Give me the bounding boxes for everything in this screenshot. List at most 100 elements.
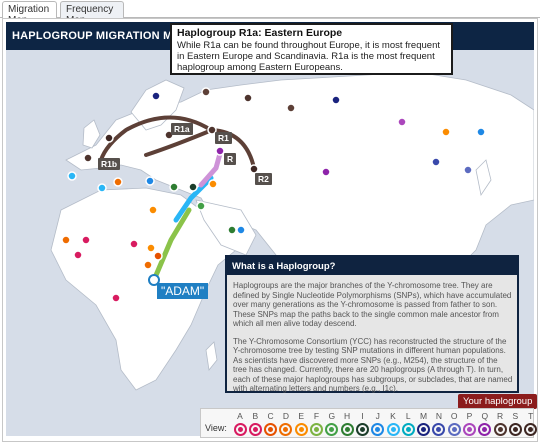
legend-letter: M	[420, 411, 428, 421]
tab-frequency-map[interactable]: Frequency Map	[60, 1, 124, 26]
scandinavia-landmass	[130, 79, 185, 131]
legend-letter: Q	[481, 411, 489, 421]
map-marker	[129, 239, 139, 249]
legend-toggle[interactable]	[233, 423, 247, 436]
legend-item-i[interactable]: I	[355, 411, 369, 436]
legend-toggle[interactable]	[248, 423, 262, 436]
map-marker	[81, 235, 91, 245]
callout-body: While R1a can be found throughout Europe…	[177, 40, 440, 73]
legend-item-r[interactable]: R	[493, 411, 507, 436]
map-marker	[145, 176, 155, 186]
legend-toggle[interactable]	[508, 423, 522, 436]
route-line	[210, 128, 256, 170]
madagascar-landmass	[205, 341, 218, 371]
japan-landmass	[475, 159, 492, 197]
route-line	[151, 207, 192, 283]
map-marker	[331, 95, 341, 105]
legend-toggle[interactable]	[524, 423, 538, 436]
legend-letter: G	[328, 411, 336, 421]
info-panel-body: Haplogroups are the major branches of th…	[233, 281, 513, 402]
map-marker	[169, 182, 179, 192]
map-marker	[201, 87, 211, 97]
map-marker	[97, 183, 107, 193]
legend-toggle[interactable]	[371, 423, 385, 436]
legend-letter: F	[313, 411, 320, 421]
legend-letter: J	[375, 411, 380, 421]
legend-toggle[interactable]	[401, 423, 415, 436]
legend-toggle[interactable]	[386, 423, 400, 436]
info-panel: What is a Haplogroup? Haplogroups are th…	[225, 255, 519, 393]
map-marker	[61, 235, 71, 245]
route-label-r1a[interactable]: R1a	[171, 123, 193, 135]
map-marker	[151, 91, 161, 101]
route-label-r1b[interactable]: R1b	[98, 158, 121, 170]
legend-item-t[interactable]: T	[524, 411, 538, 436]
map-marker	[113, 177, 123, 187]
info-paragraph: Haplogroups are the major branches of th…	[233, 281, 512, 328]
legend-letter: K	[390, 411, 396, 421]
map-marker	[215, 146, 225, 156]
tab-bar: Migration Map Frequency Map	[0, 0, 540, 26]
legend-item-d[interactable]: D	[279, 411, 293, 436]
uk-landmass	[82, 119, 101, 149]
legend-letter: S	[512, 411, 519, 421]
legend-letter: C	[267, 411, 274, 421]
legend-view-label: View:	[205, 423, 227, 433]
legend-toggle[interactable]	[294, 423, 308, 436]
legend-letter: R	[497, 411, 504, 421]
legend-item-e[interactable]: E	[294, 411, 308, 436]
legend-toggle[interactable]	[463, 423, 476, 436]
legend-toggle[interactable]	[478, 423, 492, 436]
legend-item-h[interactable]: H	[340, 411, 354, 436]
adam-origin-marker	[148, 274, 160, 286]
legend-toggle[interactable]	[325, 423, 339, 436]
legend-letter: D	[282, 411, 289, 421]
legend-letter: B	[252, 411, 259, 421]
page-title: HAPLOGROUP MIGRATION MAP	[12, 30, 189, 42]
legend-item-n[interactable]: N	[432, 411, 446, 436]
route-line	[144, 128, 214, 157]
legend-item-a[interactable]: A	[233, 411, 247, 436]
route-label-r[interactable]: R	[224, 153, 237, 165]
map-marker	[441, 127, 451, 137]
legend-item-q[interactable]: Q	[478, 411, 492, 436]
route-label-r2[interactable]: R2	[255, 173, 272, 185]
map-marker	[67, 171, 77, 181]
tab-migration-map[interactable]: Migration Map	[2, 1, 57, 26]
legend-item-o[interactable]: O	[447, 411, 461, 436]
legend-letter: N	[435, 411, 442, 421]
legend-item-b[interactable]: B	[248, 411, 262, 436]
adam-label[interactable]: "ADAM"	[157, 283, 209, 299]
callout-title: Haplogroup R1a: Eastern Europe	[177, 27, 343, 39]
legend-toggle[interactable]	[447, 423, 461, 436]
legend-letter: I	[361, 411, 364, 421]
map-marker	[148, 205, 158, 215]
info-panel-title: What is a Haplogroup?	[227, 257, 517, 275]
map-marker	[146, 243, 156, 253]
legend-item-g[interactable]: G	[325, 411, 339, 436]
legend-toggle[interactable]	[417, 423, 431, 436]
legend-item-f[interactable]: F	[310, 411, 324, 436]
legend-item-k[interactable]: K	[386, 411, 400, 436]
legend-item-s[interactable]: S	[508, 411, 522, 436]
route-label-r1[interactable]: R1	[215, 132, 232, 144]
legend-item-j[interactable]: J	[371, 411, 385, 436]
route-line	[99, 115, 213, 162]
map-marker	[249, 164, 259, 174]
legend-item-m[interactable]: M	[417, 411, 431, 436]
legend-toggle[interactable]	[340, 423, 354, 436]
legend-toggle[interactable]	[432, 423, 446, 436]
legend-letter: O	[450, 411, 458, 421]
legend-item-c[interactable]: C	[264, 411, 278, 436]
map-marker	[208, 179, 218, 189]
map-marker	[104, 133, 114, 143]
your-haplogroup-badge: Your haplogroup	[458, 394, 538, 409]
legend-toggle[interactable]	[355, 423, 369, 436]
legend-toggle[interactable]	[264, 423, 278, 436]
legend-toggle[interactable]	[493, 423, 507, 436]
legend-item-p[interactable]: P	[463, 411, 477, 436]
legend-toggle[interactable]	[310, 423, 323, 436]
legend-toggle[interactable]	[279, 423, 293, 436]
legend-item-l[interactable]: L	[401, 411, 415, 436]
legend-letter: H	[344, 411, 351, 421]
